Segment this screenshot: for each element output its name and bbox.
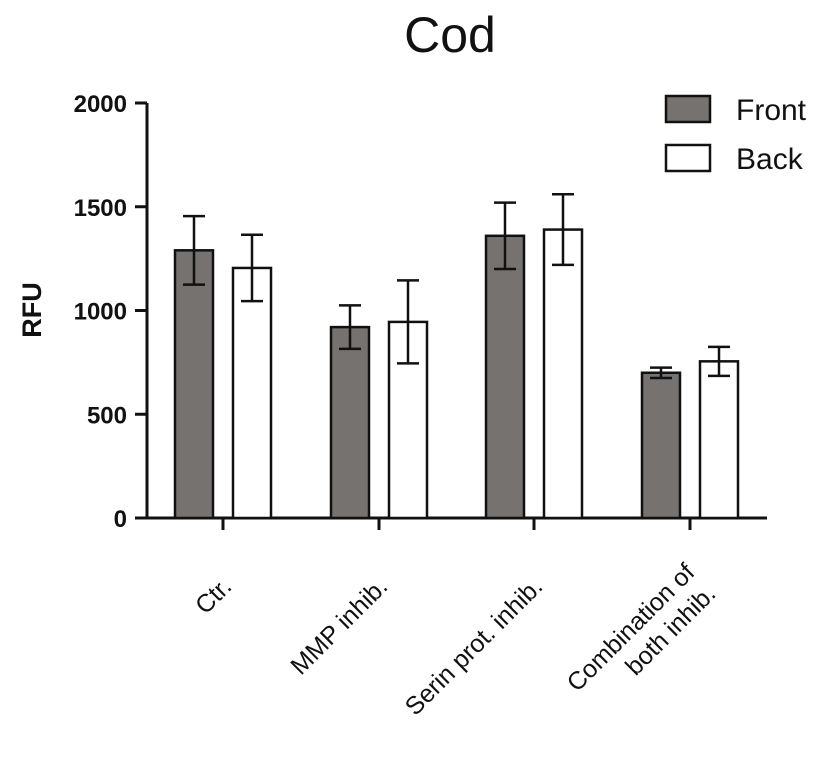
y-axis-label: RFU — [17, 282, 47, 338]
y-tick-label: 1000 — [74, 299, 127, 326]
bar-front-3 — [640, 371, 682, 520]
bar-front-2 — [484, 234, 526, 520]
legend-label-back: Back — [736, 143, 804, 176]
x-tick-label: Ctr. — [190, 572, 237, 619]
bar-back-0 — [231, 266, 273, 520]
chart-title: Cod — [404, 7, 496, 63]
y-tick-label: 2000 — [74, 91, 127, 118]
bar-front-1 — [329, 325, 371, 520]
y-tick-label: 1500 — [74, 195, 127, 222]
legend: Front Back — [664, 94, 807, 176]
legend-swatch-front — [664, 94, 712, 124]
x-tick-label: Serin prot. inhib. — [400, 572, 549, 721]
bar-front-0 — [173, 249, 215, 520]
y-tick-label: 0 — [114, 506, 127, 533]
x-tick-label: Combination ofboth inhib. — [562, 558, 722, 718]
plot-area: 0 500 1000 1500 2000 Ctr. MMP inhib. Serin prot… — [74, 91, 767, 721]
bar-back-3 — [698, 360, 740, 520]
x-tick-label: MMP inhib. — [285, 572, 393, 680]
bar-back-2 — [542, 228, 584, 520]
legend-swatch-back — [664, 143, 712, 173]
y-tick-label: 500 — [87, 402, 127, 429]
legend-label-front: Front — [736, 94, 807, 127]
